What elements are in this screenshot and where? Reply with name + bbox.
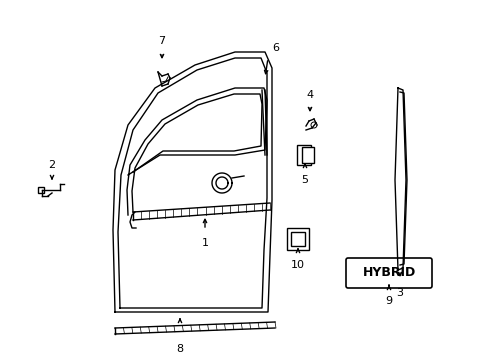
- FancyBboxPatch shape: [346, 258, 431, 288]
- Bar: [302, 147, 313, 163]
- Text: 3: 3: [396, 288, 403, 298]
- Bar: [290, 232, 305, 246]
- Bar: [296, 145, 310, 165]
- Text: HYBRID: HYBRID: [362, 266, 415, 279]
- Text: 9: 9: [385, 296, 392, 306]
- Text: 10: 10: [290, 260, 305, 270]
- Text: 2: 2: [48, 160, 56, 170]
- Text: 1: 1: [201, 238, 208, 248]
- Text: 8: 8: [176, 344, 183, 354]
- Bar: [38, 187, 44, 193]
- Bar: [286, 228, 308, 250]
- Text: 4: 4: [306, 90, 313, 100]
- Text: 7: 7: [158, 36, 165, 46]
- Text: 5: 5: [301, 175, 308, 185]
- Text: 6: 6: [271, 43, 279, 53]
